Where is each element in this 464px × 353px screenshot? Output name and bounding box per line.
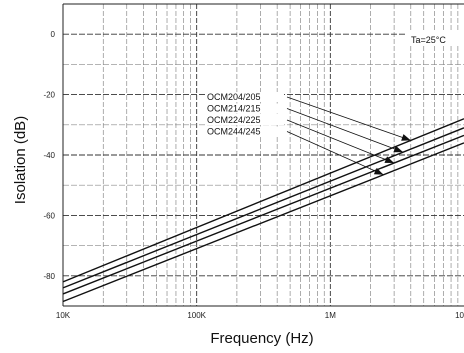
x-tick-label: 100K — [187, 311, 206, 320]
series-label-ocm204-205: OCM204/205 — [207, 92, 261, 102]
series-line-ocm224-225 — [62, 134, 464, 295]
series-label-ocm214-215: OCM214/215 — [207, 104, 261, 114]
arrowhead — [384, 156, 395, 164]
series-line-ocm244-245 — [62, 142, 464, 303]
y-tick-label: -60 — [43, 211, 55, 220]
y-tick-label: -80 — [43, 272, 55, 281]
series-label-bg — [206, 115, 284, 125]
series-line-ocm204-205 — [62, 118, 464, 283]
series-label-bg — [206, 103, 284, 114]
label-leader-line — [286, 96, 411, 141]
chart-grid — [62, 3, 464, 307]
label-leader-line — [286, 131, 384, 176]
series-label-bg — [206, 126, 284, 137]
series-label-bg — [206, 92, 284, 102]
x-tick-label: 10K — [56, 311, 71, 320]
plot-frame — [62, 3, 464, 307]
y-tick-label: -40 — [43, 151, 55, 160]
series-line-ocm214-215 — [62, 127, 464, 289]
label-leader-line — [286, 108, 404, 153]
y-tick-labels: 0 -20 -40 -60 -80 — [43, 30, 55, 281]
series-lines — [62, 118, 464, 303]
y-axis-title: Isolation (dB) — [12, 116, 29, 204]
series-label-ocm224-225: OCM224/225 — [207, 115, 261, 125]
series-label-ocm244-245: OCM244/245 — [207, 127, 261, 137]
annotation-box — [407, 32, 464, 46]
x-tick-label: 1M — [325, 311, 336, 320]
x-axis-title: Frequency (Hz) — [210, 330, 313, 347]
arrowhead — [393, 145, 404, 153]
temperature-annotation: Ta=25°C — [411, 35, 446, 45]
label-leader-line — [286, 119, 395, 164]
series-label-arrows — [286, 96, 411, 176]
x-tick-label: 10 — [455, 311, 464, 320]
y-tick-label: 0 — [51, 30, 56, 39]
y-tick-label: -20 — [43, 91, 55, 100]
arrowhead — [373, 167, 384, 175]
arrowhead — [401, 134, 411, 141]
x-tick-labels: 10K 100K 1M 10 — [56, 311, 464, 320]
